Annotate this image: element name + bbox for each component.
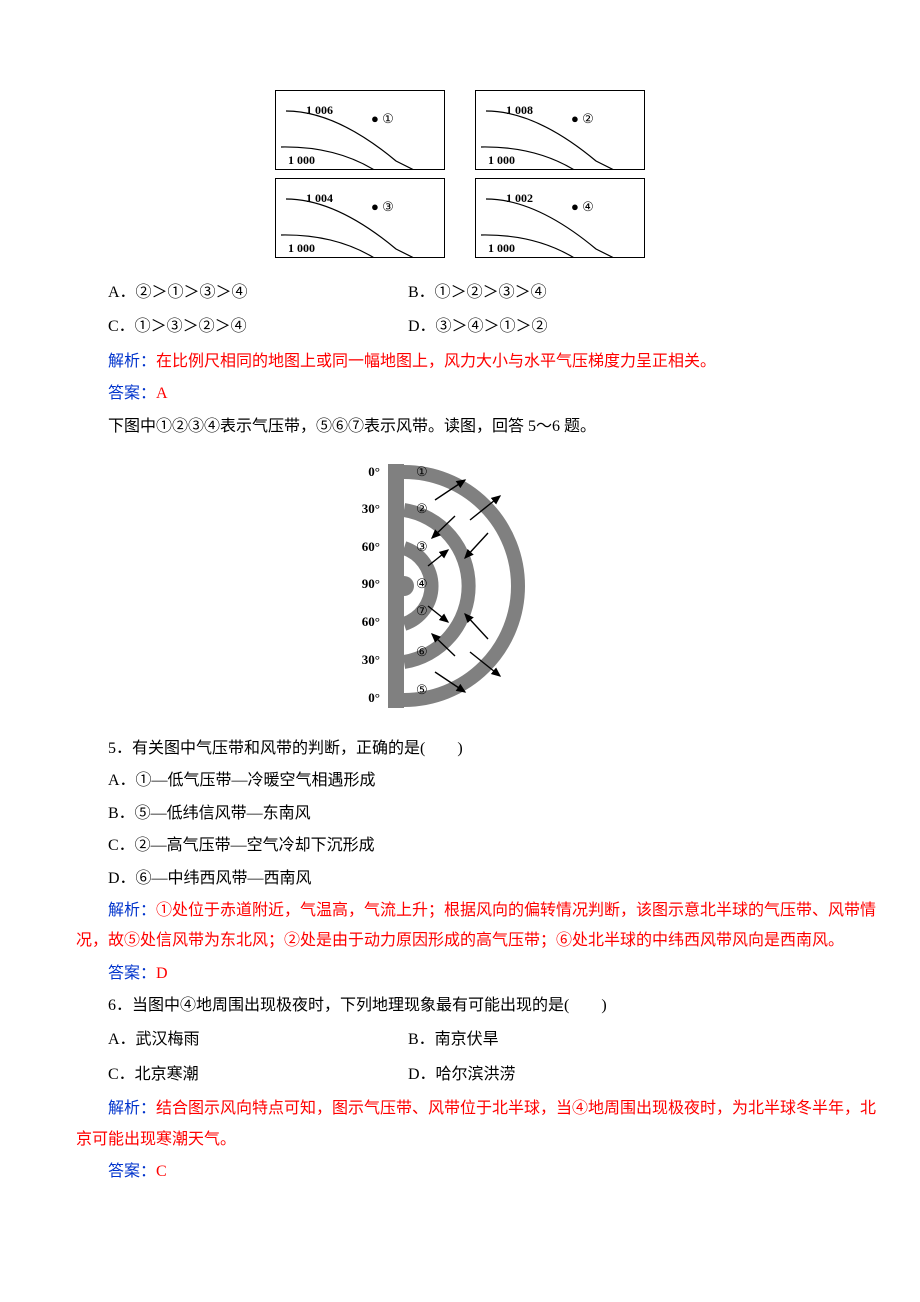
- isobar-4-marker: ● ④: [571, 195, 594, 220]
- isobar-1-upper: 1 006: [306, 99, 333, 122]
- svg-text:⑦: ⑦: [416, 603, 428, 618]
- q6-stem: 6．当图中④地周围出现极夜时，下列地理现象最有可能出现的是( ): [40, 991, 880, 1021]
- svg-text:⑥: ⑥: [416, 644, 428, 659]
- svg-text:⑤: ⑤: [416, 682, 428, 697]
- q5-option-a: A．①—低气压带—冷暖空气相遇形成: [40, 766, 880, 796]
- q4-options-row1: A．②＞①＞③＞④ B．①＞②＞③＞④: [108, 278, 880, 308]
- svg-text:0°: 0°: [368, 464, 380, 479]
- q6-option-c: C．北京寒潮: [108, 1060, 408, 1090]
- svg-text:④: ④: [416, 576, 428, 591]
- isobar-row-1: 1 006 1 000 ● ① 1 008 1 000 ● ②: [275, 90, 645, 170]
- svg-text:0°: 0°: [368, 690, 380, 705]
- isobar-3-upper: 1 004: [306, 187, 333, 210]
- svg-text:60°: 60°: [362, 614, 380, 629]
- svg-text:30°: 30°: [362, 652, 380, 667]
- q5-option-b: B．⑤—低纬信风带—东南风: [40, 799, 880, 829]
- q5-answer: 答案：D: [40, 959, 880, 989]
- isobar-diagram: 1 006 1 000 ● ① 1 008 1 000 ● ② 1 004 1 …: [40, 90, 880, 258]
- svg-text:①: ①: [416, 464, 428, 479]
- q5-option-c: C．②—高气压带—空气冷却下沉形成: [40, 831, 880, 861]
- q4-analysis: 解析：在比例尺相同的地图上或同一幅地图上，风力大小与水平气压梯度力呈正相关。: [40, 347, 880, 377]
- isobar-1-lower: 1 000: [288, 149, 315, 170]
- svg-text:30°: 30°: [362, 501, 380, 516]
- isobar-3-marker: ● ③: [371, 195, 394, 220]
- isobar-2-upper: 1 008: [506, 99, 533, 122]
- q6-options-row2: C．北京寒潮 D．哈尔滨洪涝: [108, 1060, 880, 1090]
- isobar-4-lower: 1 000: [488, 237, 515, 258]
- isobar-2-marker: ● ②: [571, 107, 594, 132]
- q6-option-d: D．哈尔滨洪涝: [408, 1060, 516, 1090]
- intro-56: 下图中①②③④表示气压带，⑤⑥⑦表示风带。读图，回答 5～6 题。: [40, 412, 880, 442]
- isobar-box-1: 1 006 1 000 ● ①: [275, 90, 445, 170]
- q6-answer: 答案：C: [40, 1157, 880, 1187]
- q4-answer: 答案：A: [40, 379, 880, 409]
- isobar-box-3: 1 004 1 000 ● ③: [275, 178, 445, 258]
- isobar-1-marker: ● ①: [371, 107, 394, 132]
- svg-text:③: ③: [416, 539, 428, 554]
- isobar-box-2: 1 008 1 000 ● ②: [475, 90, 645, 170]
- q4-options-row2: C．①＞③＞②＞④ D．③＞④＞①＞②: [108, 312, 880, 342]
- isobar-row-2: 1 004 1 000 ● ③ 1 002 1 000 ● ④: [275, 178, 645, 258]
- svg-text:90°: 90°: [362, 576, 380, 591]
- q4-option-a: A．②＞①＞③＞④: [108, 278, 408, 308]
- q4-option-b: B．①＞②＞③＞④: [408, 278, 547, 308]
- q4-option-c: C．①＞③＞②＞④: [108, 312, 408, 342]
- isobar-3-lower: 1 000: [288, 237, 315, 258]
- q6-options-row1: A．武汉梅雨 B．南京伏旱: [108, 1025, 880, 1055]
- isobar-2-lower: 1 000: [488, 149, 515, 170]
- q6-analysis: 解析：结合图示风向特点可知，图示气压带、风带位于北半球，当④地周围出现极夜时，为…: [40, 1094, 880, 1155]
- isobar-4-upper: 1 002: [506, 187, 533, 210]
- q5-stem: 5．有关图中气压带和风带的判断，正确的是( ): [40, 734, 880, 764]
- q6-option-a: A．武汉梅雨: [108, 1025, 408, 1055]
- svg-text:②: ②: [416, 501, 428, 516]
- q5-option-d: D．⑥—中纬西风带—西南风: [40, 864, 880, 894]
- circulation-diagram: 0° 30° 60° 90° 60° 30° 0° ① ② ③ ④ ⑦ ⑥ ⑤: [40, 458, 880, 718]
- q4-option-d: D．③＞④＞①＞②: [408, 312, 548, 342]
- q6-option-b: B．南京伏旱: [408, 1025, 499, 1055]
- svg-text:60°: 60°: [362, 539, 380, 554]
- q5-analysis: 解析：①处位于赤道附近，气温高，气流上升；根据风向的偏转情况判断，该图示意北半球…: [40, 896, 880, 957]
- isobar-box-4: 1 002 1 000 ● ④: [475, 178, 645, 258]
